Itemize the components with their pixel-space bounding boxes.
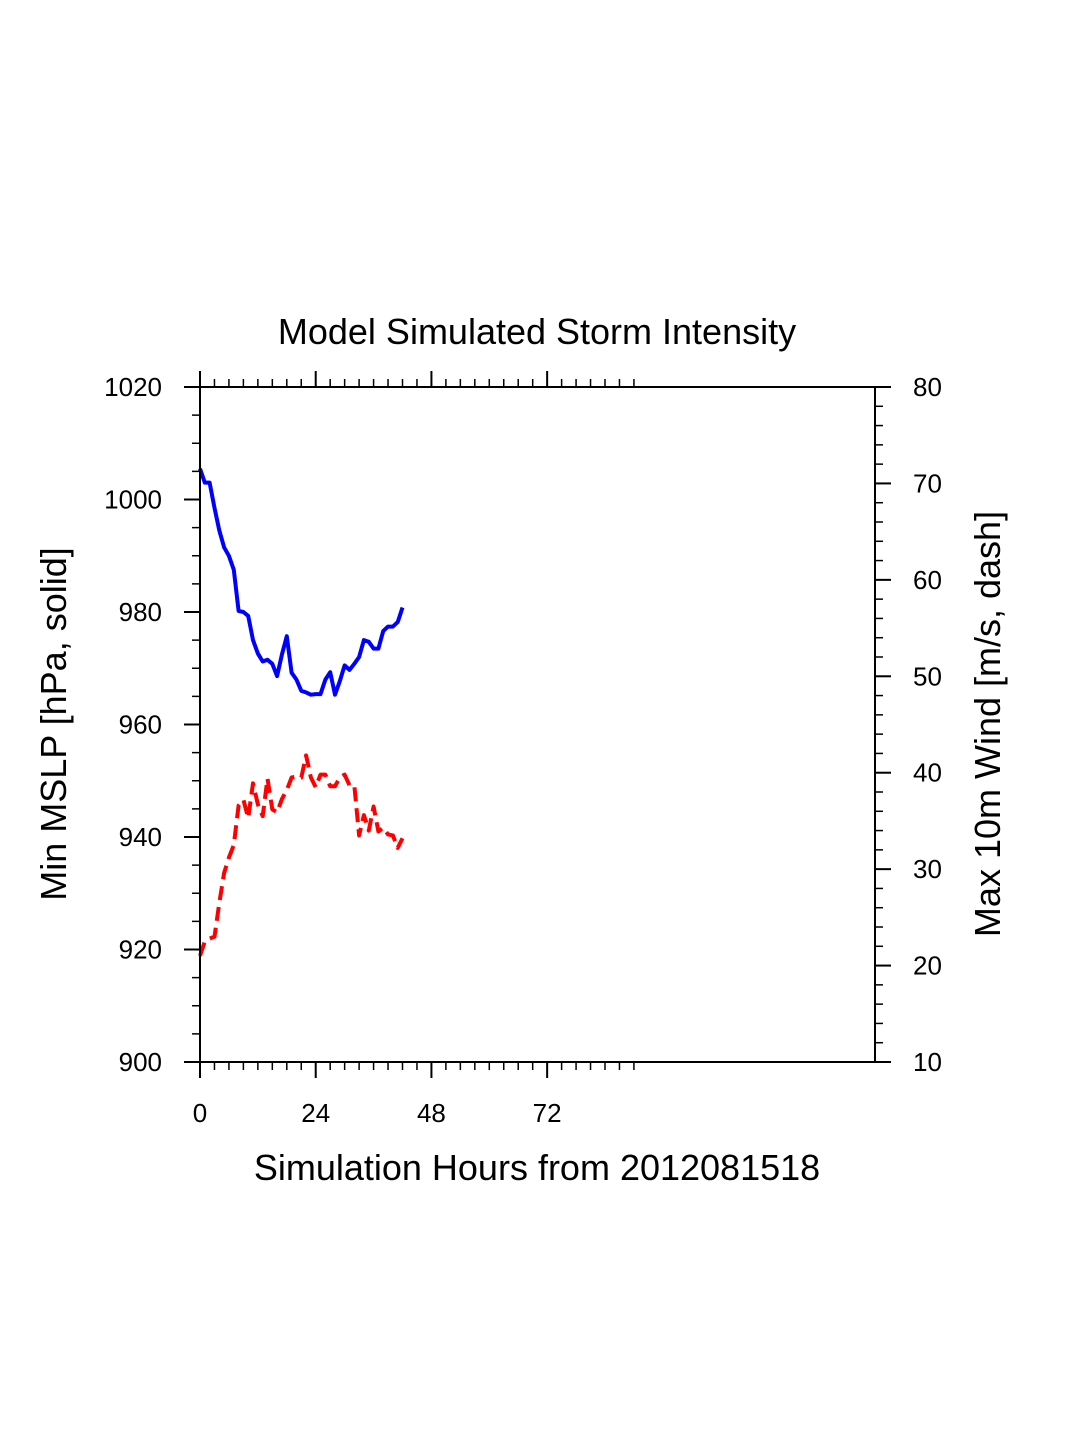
y-left-tick-label: 1000 — [104, 485, 162, 515]
wind-series-line — [198, 753, 405, 957]
y-right-tick-label: 80 — [913, 372, 942, 402]
y-left-tick-label: 920 — [119, 935, 162, 965]
mslp-series-line — [198, 467, 405, 697]
y-right-tick-label: 60 — [913, 565, 942, 595]
y-right-axis-title: Max 10m Wind [m/s, dash] — [967, 511, 1008, 937]
x-tick-label: 72 — [533, 1098, 562, 1128]
y-right-tick-label: 70 — [913, 468, 942, 498]
x-tick-label: 48 — [417, 1098, 446, 1128]
plot-frame — [199, 386, 876, 1063]
y-left-tick-label: 900 — [119, 1047, 162, 1077]
tick-labels-layer: 0 24 48 72900920940960980100010201020304050… — [104, 372, 942, 1128]
y-right-tick-label: 10 — [913, 1047, 942, 1077]
x-tick-label: 24 — [301, 1098, 330, 1128]
y-right-tick-label: 40 — [913, 758, 942, 788]
y-right-tick-label: 50 — [913, 661, 942, 691]
x-axis-title: Simulation Hours from 2012081518 — [254, 1147, 820, 1188]
y-left-tick-label: 960 — [119, 710, 162, 740]
y-right-tick-label: 30 — [913, 854, 942, 884]
series-layer — [198, 467, 405, 957]
y-left-tick-label: 940 — [119, 822, 162, 852]
y-right-tick-label: 20 — [913, 951, 942, 981]
y-left-axis-title: Min MSLP [hPa, solid] — [33, 547, 74, 901]
tick-marks-layer — [184, 371, 891, 1078]
x-tick-label: 0 — [193, 1098, 207, 1128]
chart-title: Model Simulated Storm Intensity — [278, 311, 796, 352]
y-left-tick-label: 1020 — [104, 372, 162, 402]
y-left-tick-label: 980 — [119, 597, 162, 627]
